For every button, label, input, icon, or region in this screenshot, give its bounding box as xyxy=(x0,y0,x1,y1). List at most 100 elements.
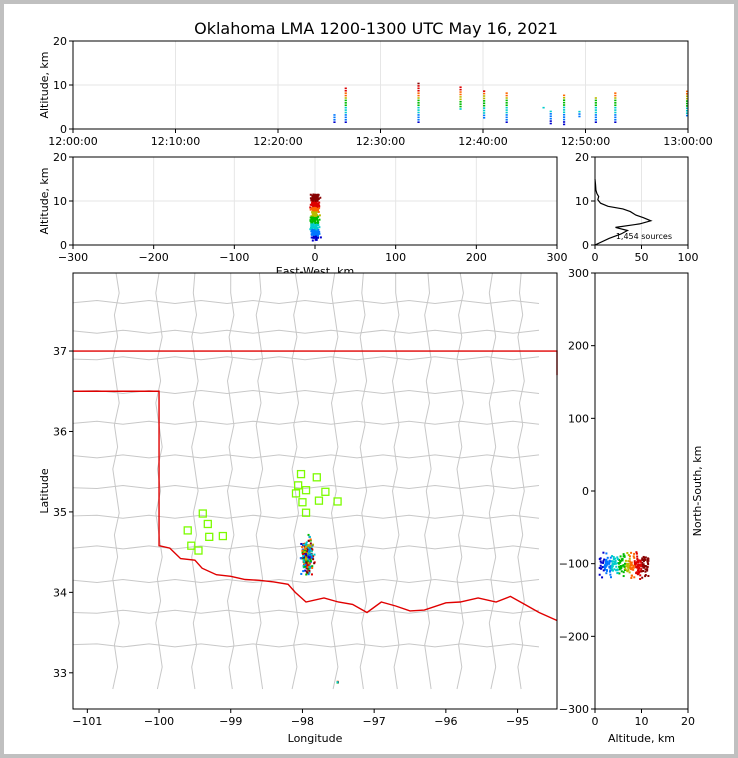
plan-view-source xyxy=(302,555,305,558)
altitude-northsouth-source xyxy=(609,573,612,576)
eastwest-altitude-source xyxy=(319,236,322,239)
altitude-northsouth-source xyxy=(644,565,647,568)
time-altitude-source xyxy=(344,104,347,107)
eastwest-altitude-source xyxy=(311,230,314,233)
plan-view-source xyxy=(312,543,315,546)
plan-view-xtick-label: −100 xyxy=(144,715,174,728)
plan-view-source xyxy=(303,553,306,556)
altitude-northsouth-source xyxy=(644,568,647,571)
plan-view-source xyxy=(302,549,305,552)
time-altitude-source xyxy=(562,113,566,116)
time-altitude-source xyxy=(562,123,566,126)
eastwest-altitude-source xyxy=(309,220,312,223)
altitude-northsouth-source xyxy=(642,563,645,566)
plan-view-ytick-label: 35 xyxy=(53,506,67,519)
altitude-northsouth-source xyxy=(606,556,609,559)
altitude-northsouth-source xyxy=(613,568,616,571)
altitude-northsouth-source xyxy=(625,565,628,568)
eastwest-altitude-source xyxy=(318,218,321,221)
time-altitude-source xyxy=(594,116,597,119)
time-altitude-xtick-label: 13:00:00 xyxy=(663,135,712,148)
time-altitude-source xyxy=(685,102,689,105)
eastwest-altitude-source xyxy=(316,202,319,205)
plan-view-source xyxy=(305,553,308,556)
eastwest-altitude-source xyxy=(310,198,313,201)
plan-view-source xyxy=(302,554,305,557)
eastwest-altitude-source xyxy=(313,198,316,201)
eastwest-altitude-source xyxy=(311,221,314,224)
time-altitude-source xyxy=(483,112,486,114)
time-altitude-source xyxy=(459,108,462,110)
eastwest-altitude-source xyxy=(316,230,319,233)
state-border xyxy=(73,390,558,622)
eastwest-altitude-source xyxy=(309,208,312,211)
plan-view-source xyxy=(309,539,312,542)
eastwest-altitude-source xyxy=(315,207,318,210)
eastwest-altitude-source xyxy=(312,193,315,196)
altitude-northsouth-source xyxy=(636,555,639,558)
eastwest-altitude-source xyxy=(314,221,317,224)
eastwest-altitude-source xyxy=(318,201,321,204)
time-altitude-panel: 12:00:00 12:10:00 12:20:00 12:30:00 12:40:00… xyxy=(38,35,713,148)
altitude-northsouth-source xyxy=(639,574,642,577)
altitude-northsouth-source xyxy=(639,577,642,580)
plan-view-source xyxy=(303,560,306,563)
altitude-northsouth-source xyxy=(641,557,644,560)
eastwest-altitude-source xyxy=(317,224,320,227)
altitude-histogram-panel: 0 50 100 0 10 20 1,454 sources xyxy=(575,151,699,264)
altitude-northsouth-source xyxy=(626,552,629,555)
time-altitude-source xyxy=(542,106,545,109)
time-altitude-source xyxy=(483,90,486,92)
eastwest-altitude-source xyxy=(313,195,316,198)
plan-view-source xyxy=(306,544,309,547)
plan-view-source xyxy=(309,542,312,545)
altitude-northsouth-source xyxy=(627,568,630,571)
plan-view-source xyxy=(305,570,308,573)
time-altitude-source xyxy=(344,116,347,119)
plan-view-xtick-label: −99 xyxy=(219,715,242,728)
altitude-northsouth-source xyxy=(643,556,646,559)
time-altitude-source xyxy=(483,97,486,100)
time-altitude-source xyxy=(483,114,486,117)
time-altitude-source xyxy=(594,97,597,99)
altitude-northsouth-panel: 0 10 20 −300 −200 −100 0 100 200 300 Altitude, km N… xyxy=(559,267,704,745)
altitude-northsouth-source xyxy=(626,563,629,566)
altitude-northsouth-source xyxy=(633,556,636,559)
altitude-northsouth-source xyxy=(629,567,632,570)
time-altitude-source xyxy=(344,89,347,92)
time-altitude-source xyxy=(614,92,617,94)
altitude-histogram-ytick-label: 20 xyxy=(575,151,589,164)
altitude-northsouth-source xyxy=(599,564,602,567)
altitude-northsouth-ytick-label: 200 xyxy=(568,340,589,353)
eastwest-altitude-source xyxy=(315,218,318,221)
altitude-northsouth-source xyxy=(619,555,622,558)
altitude-northsouth-source xyxy=(605,569,608,572)
altitude-northsouth-source xyxy=(640,563,643,566)
plan-view-xtick-label: −101 xyxy=(72,715,102,728)
plan-view-source xyxy=(307,568,310,571)
plan-view-source xyxy=(310,553,313,556)
time-altitude-source xyxy=(483,107,486,109)
eastwest-altitude-source xyxy=(316,209,319,212)
county-line xyxy=(517,272,525,690)
altitude-northsouth-source xyxy=(602,560,605,563)
eastwest-altitude-source xyxy=(317,210,320,213)
plan-view-source xyxy=(306,566,309,569)
altitude-northsouth-source xyxy=(616,572,619,575)
time-altitude-source xyxy=(483,104,486,107)
time-altitude-source xyxy=(459,93,462,96)
altitude-northsouth-source xyxy=(642,570,645,573)
time-altitude-ytick-label: 20 xyxy=(53,35,67,48)
altitude-northsouth-source xyxy=(623,569,626,572)
altitude-northsouth-source xyxy=(632,568,635,571)
county-line xyxy=(72,578,540,584)
time-altitude-source xyxy=(549,113,552,115)
plan-view-source xyxy=(300,572,303,575)
altitude-northsouth-source xyxy=(631,566,634,569)
altitude-northsouth-source xyxy=(609,576,612,579)
altitude-northsouth-source xyxy=(630,568,633,571)
county-line xyxy=(291,272,300,690)
eastwest-altitude-source xyxy=(311,216,314,219)
altitude-histogram-xtick-label: 0 xyxy=(592,251,599,264)
altitude-northsouth-source xyxy=(618,565,621,568)
